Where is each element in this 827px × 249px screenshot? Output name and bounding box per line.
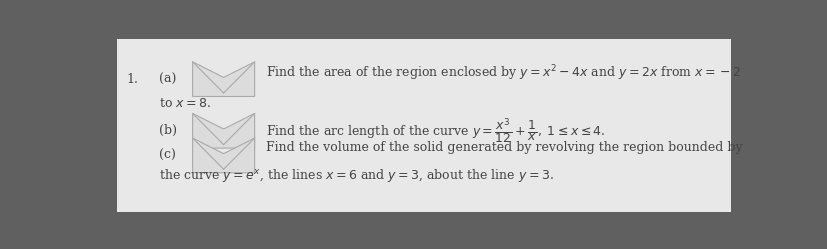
FancyBboxPatch shape: [117, 39, 730, 212]
Text: Find the volume of the solid generated by revolving the region bounded by: Find the volume of the solid generated b…: [266, 141, 742, 154]
Text: (c): (c): [159, 149, 176, 162]
Text: (a): (a): [159, 73, 176, 86]
Polygon shape: [193, 62, 255, 96]
Text: the curve $y = e^x$, the lines $x = 6$ and $y = 3$, about the line $y = 3$.: the curve $y = e^x$, the lines $x = 6$ a…: [159, 167, 553, 184]
Text: to $x = 8$.: to $x = 8$.: [159, 97, 211, 110]
Text: (b): (b): [159, 124, 177, 137]
Text: 1.: 1.: [127, 73, 138, 86]
Text: Find the arc length of the curve $y = \dfrac{x^3}{12} + \dfrac{1}{x},\; 1 \leq x: Find the arc length of the curve $y = \d…: [266, 116, 605, 145]
Text: Find the area of the region enclosed by $y = x^2 - 4x$ and $y = 2x$ from $x = -2: Find the area of the region enclosed by …: [266, 63, 740, 83]
Polygon shape: [193, 114, 255, 148]
Polygon shape: [193, 138, 255, 173]
